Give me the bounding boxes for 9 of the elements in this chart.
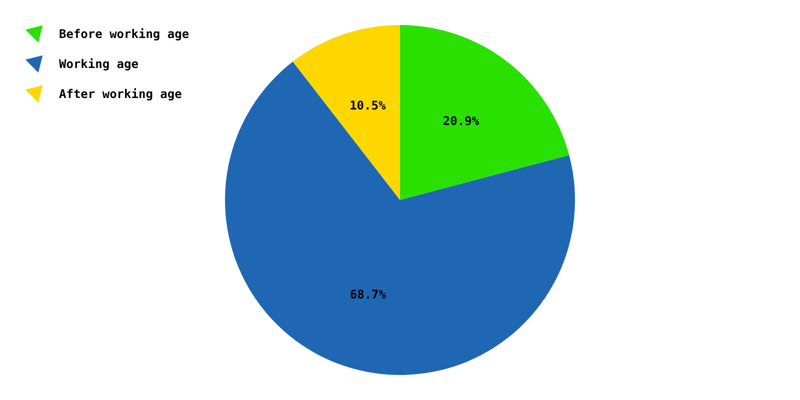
data-label: 68.7% xyxy=(350,288,387,302)
legend-label: Before working age xyxy=(59,27,190,41)
pie-slice xyxy=(225,62,575,375)
legend-label: Working age xyxy=(59,57,138,71)
data-label: 20.9% xyxy=(442,114,480,128)
pie-slice xyxy=(400,25,570,200)
pie-slice xyxy=(292,25,400,200)
legend-label: After working age xyxy=(59,87,182,101)
data-label: 10.5% xyxy=(350,98,386,112)
